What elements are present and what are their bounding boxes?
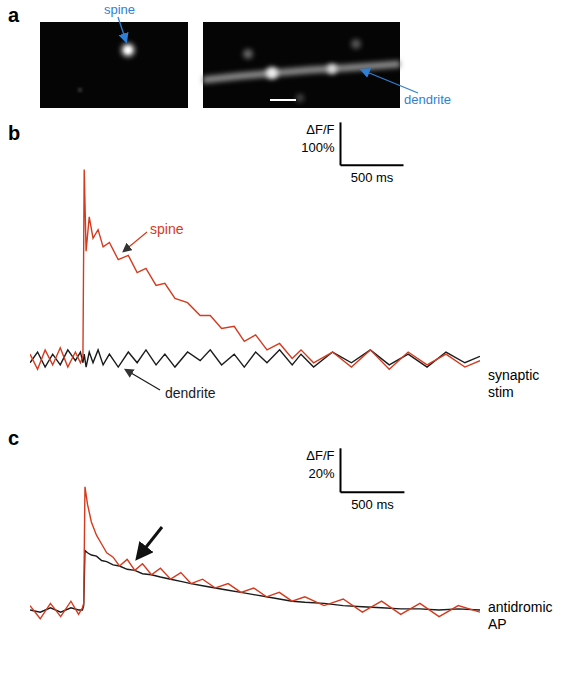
svg-text:20%: 20% bbox=[308, 466, 334, 481]
svg-text:ΔF/F: ΔF/F bbox=[306, 122, 334, 137]
svg-text:dendrite: dendrite bbox=[165, 385, 216, 401]
svg-text:c: c bbox=[8, 427, 19, 449]
svg-text:spine: spine bbox=[150, 221, 184, 237]
svg-text:100%: 100% bbox=[301, 140, 335, 155]
svg-text:500 ms: 500 ms bbox=[351, 497, 394, 512]
svg-text:ΔF/F: ΔF/F bbox=[306, 448, 334, 463]
svg-text:synaptic: synaptic bbox=[488, 367, 539, 383]
svg-text:b: b bbox=[8, 122, 20, 144]
svg-text:dendrite: dendrite bbox=[404, 92, 451, 107]
svg-text:AP: AP bbox=[488, 616, 507, 632]
svg-text:stim: stim bbox=[488, 384, 514, 400]
svg-text:500 ms: 500 ms bbox=[351, 170, 394, 185]
svg-text:spine: spine bbox=[104, 2, 135, 17]
svg-text:antidromic: antidromic bbox=[488, 599, 553, 615]
svg-text:a: a bbox=[8, 4, 20, 26]
